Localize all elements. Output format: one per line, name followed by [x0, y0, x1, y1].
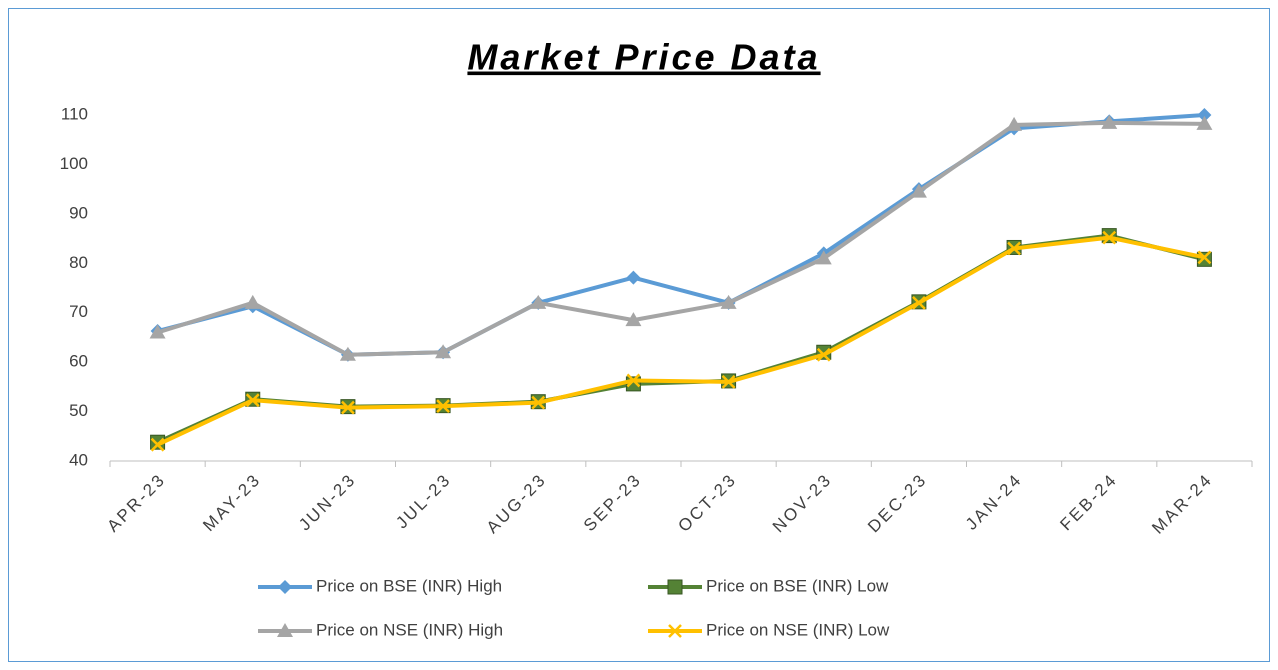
- series-line: [156, 120, 1205, 357]
- point: [244, 294, 261, 309]
- y-tick-label: 60: [69, 352, 88, 371]
- y-tick-label: 70: [69, 302, 88, 321]
- chart-title: Market Price Data: [467, 37, 820, 78]
- point: [245, 393, 260, 408]
- point: [721, 375, 736, 389]
- legend-marker: [667, 579, 683, 595]
- point: [341, 400, 355, 415]
- legend-label: Price on NSE (INR) Low: [706, 620, 890, 639]
- point: [1101, 114, 1118, 129]
- point: [531, 395, 546, 410]
- point: [1006, 116, 1023, 131]
- y-tick-label: 100: [60, 154, 88, 173]
- point: [625, 312, 642, 327]
- point: [1102, 230, 1117, 245]
- point: [912, 295, 926, 310]
- y-tick-label: 50: [69, 401, 88, 420]
- point: [816, 347, 831, 362]
- point: [910, 183, 927, 198]
- point: [626, 270, 641, 285]
- y-tick-label: 40: [69, 450, 88, 469]
- point: [815, 250, 832, 265]
- point: [720, 294, 737, 309]
- point: [150, 437, 165, 452]
- point: [1197, 108, 1212, 122]
- y-tick-label: 110: [61, 104, 88, 123]
- series-line: [156, 235, 1205, 447]
- point: [436, 399, 450, 414]
- point: [1196, 115, 1213, 130]
- point: [530, 294, 547, 309]
- point: [435, 344, 452, 359]
- legend-marker: [278, 580, 292, 594]
- y-tick-label: 80: [69, 253, 88, 272]
- point: [1197, 250, 1212, 265]
- legend-label: Price on NSE (INR) High: [316, 620, 503, 639]
- point: [339, 346, 356, 361]
- y-tick-label: 90: [69, 203, 88, 222]
- point: [626, 373, 641, 388]
- point: [149, 324, 166, 339]
- point: [1007, 241, 1021, 256]
- legend-label: Price on BSE (INR) Low: [706, 576, 889, 595]
- legend-marker: [277, 623, 293, 637]
- legend-marker: [668, 624, 682, 638]
- legend-label: Price on BSE (INR) High: [316, 576, 502, 595]
- chart-border: [8, 8, 1270, 662]
